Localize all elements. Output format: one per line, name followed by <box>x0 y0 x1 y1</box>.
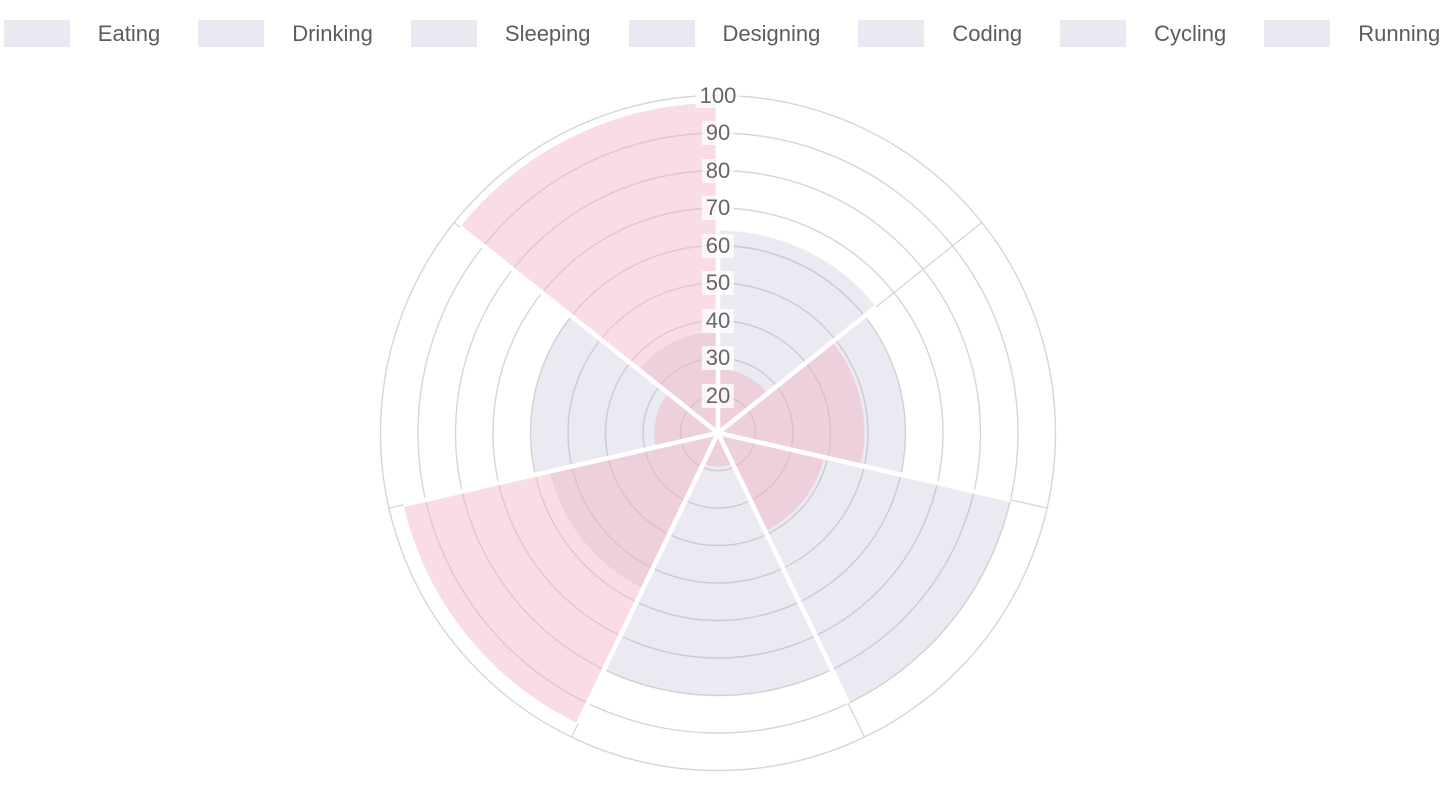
sector-divider <box>716 304 878 435</box>
wedge-cycling-lavender[interactable] <box>530 316 718 475</box>
legend-item-cycling[interactable]: Cycling <box>1060 20 1226 47</box>
chart-legend: Eating Drinking Sleeping Designing Coding Cyc… <box>0 20 1444 47</box>
legend-item-sleeping[interactable]: Sleeping <box>410 20 591 47</box>
legend-item-label: Drinking <box>292 20 373 46</box>
sector-divider <box>715 432 851 705</box>
legend-item-running[interactable]: Running <box>1264 20 1440 47</box>
legend-swatch <box>3 20 70 47</box>
wedge-sleeping-lavender[interactable] <box>718 433 1011 704</box>
wedge-eating-lavender[interactable] <box>718 230 877 434</box>
wedge-drinking-lavender[interactable] <box>718 316 906 475</box>
legend-item-label: Coding <box>952 20 1023 46</box>
wedge-sleeping-pink[interactable] <box>718 433 825 531</box>
legend-swatch <box>1060 20 1127 47</box>
wedge-coding-lavender[interactable] <box>549 433 718 589</box>
legend-item-coding[interactable]: Coding <box>858 20 1022 47</box>
legend-item-label: Eating <box>97 20 161 46</box>
sector-divider <box>576 432 721 725</box>
wedge-drinking-pink[interactable] <box>718 341 865 466</box>
sector-divider <box>717 430 1011 502</box>
sector-divider <box>403 430 719 508</box>
sector-divider <box>458 225 720 435</box>
wedge-cycling-pink[interactable] <box>654 393 718 448</box>
legend-item-label: Running <box>1358 20 1441 46</box>
legend-item-drinking[interactable]: Drinking <box>198 20 373 47</box>
legend-swatch <box>628 20 695 47</box>
wedge-running-lavender[interactable] <box>638 331 718 433</box>
wedge-coding-pink[interactable] <box>403 433 718 724</box>
legend-swatch <box>858 20 925 47</box>
legend-swatch <box>410 20 477 47</box>
legend-item-designing[interactable]: Designing <box>628 20 821 47</box>
wedge-designing-lavender[interactable] <box>604 433 832 696</box>
legend-item-label: Designing <box>722 20 821 46</box>
legend-item-label: Cycling <box>1154 20 1227 46</box>
legend-swatch <box>1264 20 1331 47</box>
legend-item-eating[interactable]: Eating <box>3 20 161 47</box>
legend-swatch <box>198 20 265 47</box>
wedge-running-pink[interactable] <box>459 103 718 433</box>
legend-item-label: Sleeping <box>504 20 591 46</box>
wedge-designing-pink[interactable] <box>703 433 733 467</box>
